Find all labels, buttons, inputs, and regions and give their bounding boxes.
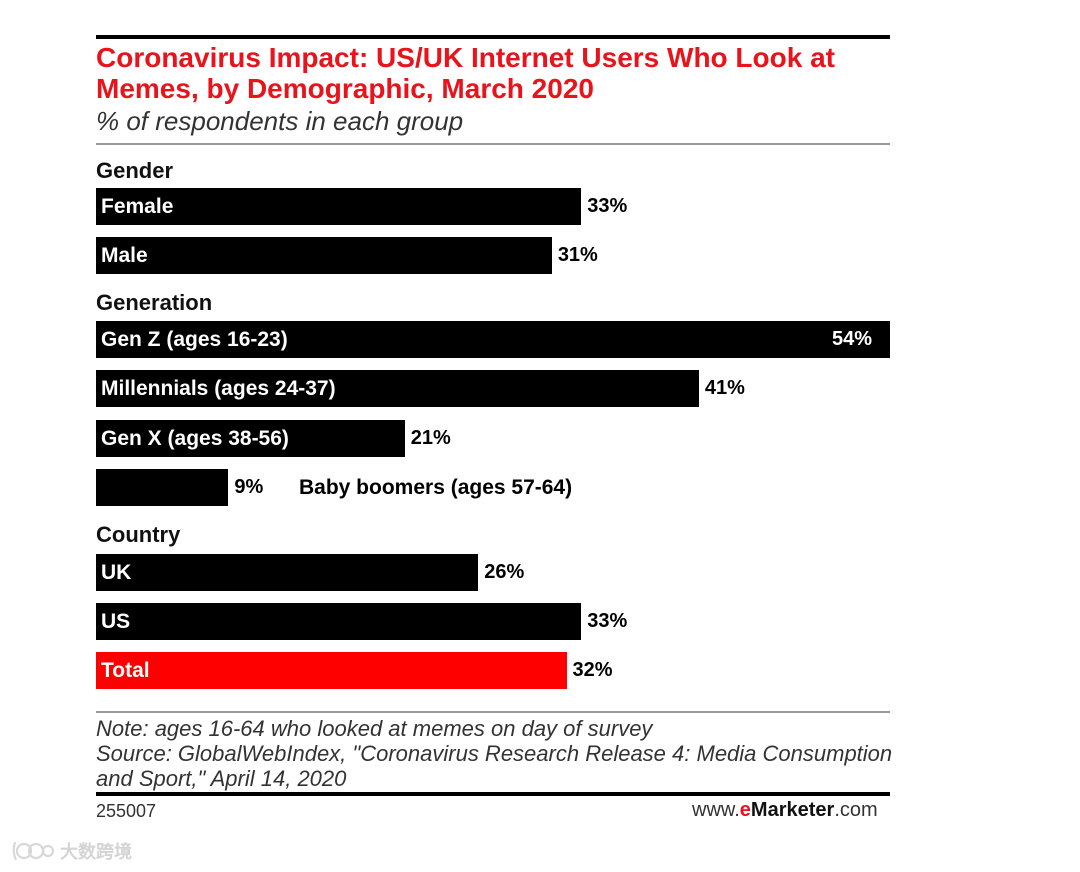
bar-label-millennials: Millennials (ages 24-37) [101, 377, 336, 400]
bar-label-baby-boomers: Baby boomers (ages 57-64) [299, 476, 573, 499]
bar-label-total: Total [101, 659, 150, 682]
bar-value-us: 33% [587, 610, 628, 632]
bar-total [96, 652, 567, 689]
bar-female [96, 188, 582, 225]
bar-value-baby-boomers: 9% [234, 476, 264, 498]
bar-label-us: US [101, 610, 131, 633]
chart-subtitle: % of respondents in each group [96, 106, 464, 136]
watermark-text: 大数跨境 [60, 841, 132, 863]
bar-value-gen-z: 54% [832, 328, 873, 350]
bar-male [96, 237, 552, 274]
group-label-generation: Generation [96, 290, 213, 315]
bottom-rule [96, 792, 890, 796]
group-label-country: Country [96, 522, 181, 547]
bar-baby-boomers [96, 469, 229, 506]
bar-value-female: 33% [587, 195, 628, 217]
bar-value-millennials: 41% [704, 377, 745, 399]
bar-value-gen-x: 21% [410, 427, 451, 449]
bar-gen-z [96, 321, 890, 358]
bar-gen-x [96, 420, 405, 457]
bar-label-male: Male [101, 244, 148, 267]
brand-name: Marketer [750, 799, 835, 821]
note-text: Note: ages 16-64 who looked at memes on … [96, 716, 653, 741]
bar-us [96, 603, 582, 640]
subtitle-rule [96, 143, 890, 145]
bar-label-female: Female [101, 195, 174, 218]
brand-suffix: .com [834, 799, 878, 821]
bar-value-uk: 26% [484, 561, 525, 583]
chart-id: 255007 [96, 801, 157, 821]
bar-uk [96, 554, 479, 591]
watermark-logo: 大数跨境 [12, 841, 132, 863]
note-block: Note: ages 16-64 who looked at memes on … [96, 716, 896, 791]
note-rule [96, 711, 890, 713]
brand-e: e [739, 799, 751, 821]
brand-prefix: www. [692, 799, 740, 821]
bar-label-gen-z: Gen Z (ages 16-23) [101, 328, 288, 351]
bar-label-uk: UK [101, 561, 132, 584]
chart-title: Coronavirus Impact: US/UK Internet Users… [96, 42, 835, 104]
bar-value-male: 31% [557, 244, 598, 266]
bar-millennials [96, 370, 699, 407]
group-label-gender: Gender [96, 158, 174, 183]
source-text: Source: GlobalWebIndex, "Coronavirus Res… [96, 741, 893, 791]
top-rule [96, 35, 890, 39]
bar-label-gen-x: Gen X (ages 38-56) [101, 427, 289, 450]
bar-value-total: 32% [572, 659, 613, 681]
brand-logo: www.eMarketer.com [692, 799, 878, 822]
